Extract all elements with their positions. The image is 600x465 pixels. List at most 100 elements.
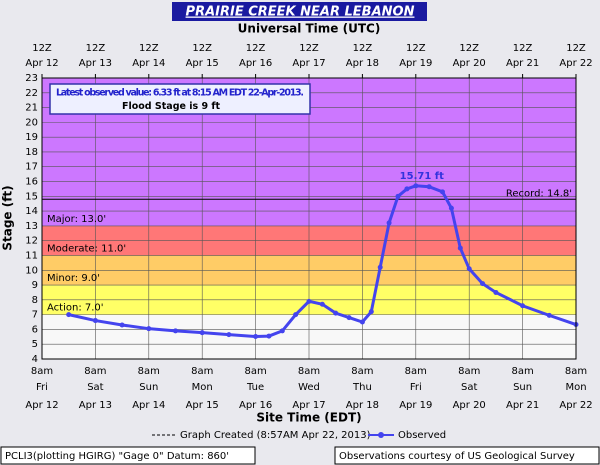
data-point [119, 322, 125, 328]
legend-graph-created: Graph Created (8:57AM Apr 22, 2013) [180, 430, 371, 441]
data-point [546, 312, 552, 318]
legend-marker [378, 432, 384, 438]
data-point [395, 193, 401, 199]
data-point [426, 184, 432, 190]
y-tick-label: 6 [32, 324, 38, 335]
y-tick-label: 11 [25, 250, 38, 261]
y-tick-label: 18 [25, 147, 38, 158]
x-tick-label: 8am [84, 366, 106, 377]
data-point [386, 220, 392, 226]
y-tick-label: 5 [32, 339, 38, 350]
x2-tick-label: Apr 14 [132, 58, 165, 69]
y-tick-label: 15 [25, 191, 38, 202]
x-tick-label: Apr 18 [346, 400, 379, 411]
x-tick-label: Apr 15 [186, 400, 219, 411]
x-tick-label: 8am [298, 366, 320, 377]
x2-tick-label: Apr 18 [346, 58, 379, 69]
flood-label: Moderate: 11.0' [47, 243, 126, 254]
data-point [457, 245, 463, 251]
flood-label: Minor: 9.0' [47, 273, 100, 284]
data-point [359, 319, 365, 325]
data-point [199, 330, 205, 336]
data-point [413, 183, 419, 189]
x2-tick-label: 12Z [459, 43, 479, 54]
series-line [68, 184, 577, 339]
data-point [266, 333, 272, 339]
latest-text: Latest observed value: 6.33 ft at 8:15 A… [56, 88, 304, 99]
x-tick-label: Apr 20 [453, 400, 486, 411]
x-tick-label: Apr 21 [506, 400, 539, 411]
y-tick-label: 19 [25, 132, 38, 143]
data-point [520, 303, 526, 309]
y-axis-title: Stage (ft) [1, 185, 15, 250]
flood-stage-text: Flood Stage is 9 ft [122, 101, 221, 112]
x2-tick-label: 12Z [406, 43, 426, 54]
x-tick-label: Sun [513, 382, 532, 393]
flood-stage: Flood Stage is 9 ft [122, 101, 221, 112]
x2-tick-label: Apr 22 [559, 58, 592, 69]
x-tick-label: Apr 17 [292, 400, 325, 411]
x2-tick-label: 12Z [86, 43, 106, 54]
x2-tick-label: Apr 12 [25, 58, 58, 69]
x-tick-label: 8am [458, 366, 480, 377]
data-point [377, 264, 383, 270]
peak-label: 15.71 ft [400, 171, 444, 182]
y-tick-label: 8 [32, 295, 38, 306]
x-tick-label: 8am [351, 366, 373, 377]
x-tick-label: Apr 14 [132, 400, 165, 411]
footer-left-box [0, 446, 256, 465]
x-tick-label: Fri [410, 382, 422, 393]
data-point [368, 309, 374, 315]
x2-tick-label: 12Z [246, 43, 266, 54]
footer-right: Observations courtesy of US Geological S… [339, 451, 575, 462]
x-tick-label: 8am [191, 366, 213, 377]
data-point [448, 205, 454, 211]
x-tick-label: Apr 16 [239, 400, 272, 411]
data-point [493, 289, 499, 295]
x2-tick-label: 12Z [299, 43, 319, 54]
x-axis-title: Site Time (EDT) [256, 411, 361, 425]
x-tick-label: 8am [138, 366, 160, 377]
title-bar [172, 2, 427, 21]
data-point [279, 328, 285, 334]
legend-label: Observed [398, 430, 446, 441]
y-tick-label: 9 [32, 280, 38, 291]
x-tick-label: Wed [298, 382, 320, 393]
data-point [66, 312, 72, 318]
data-point [319, 301, 325, 307]
data-point [173, 328, 178, 334]
x2-tick-label: 12Z [513, 43, 533, 54]
x2-tick-label: 12Z [192, 43, 212, 54]
x2-tick-label: Apr 17 [292, 58, 325, 69]
data-point [306, 298, 312, 304]
x-tick-label: Sat [87, 382, 103, 393]
x-tick-label: Sun [139, 382, 158, 393]
x-tick-label: Fri [36, 382, 48, 393]
x-tick-label: 8am [405, 366, 427, 377]
footer-right-box [334, 446, 600, 465]
x-tick-label: Apr 12 [25, 400, 58, 411]
x-tick-label: Tue [246, 382, 264, 393]
x-tick-label: Mon [565, 382, 586, 393]
x-tick-label: Thu [352, 382, 372, 393]
flood-label: Action: 7.0' [47, 303, 104, 314]
x-tick-label: Mon [192, 382, 213, 393]
latest-box [49, 83, 311, 115]
y-tick-label: 21 [25, 103, 38, 114]
plot-area: 4 5 6 7 8 9 10 11 12 13 14 15 16 17 18 19 20 21 22 23 8am Fri… [25, 43, 592, 411]
footer-left: PCLI3(plotting HGIRG) "Gage 0" Datum: 86… [5, 451, 229, 462]
x2-tick-label: Apr 16 [239, 58, 272, 69]
chart-title: PRAIRIE CREEK NEAR LEBANON [186, 5, 415, 20]
y-tick-label: 16 [25, 177, 38, 188]
x-tick-label: 8am [244, 366, 266, 377]
y-tick-label: 23 [25, 73, 38, 84]
y-tick-label: 13 [25, 221, 38, 232]
x2-tick-label: Apr 21 [506, 58, 539, 69]
data-point [480, 281, 486, 287]
x2-tick-label: Apr 20 [453, 58, 486, 69]
x2-tick-label: 12Z [139, 43, 159, 54]
y-tick-label: 12 [25, 236, 38, 247]
x2-tick-label: Apr 19 [399, 58, 432, 69]
data-point [440, 189, 445, 195]
